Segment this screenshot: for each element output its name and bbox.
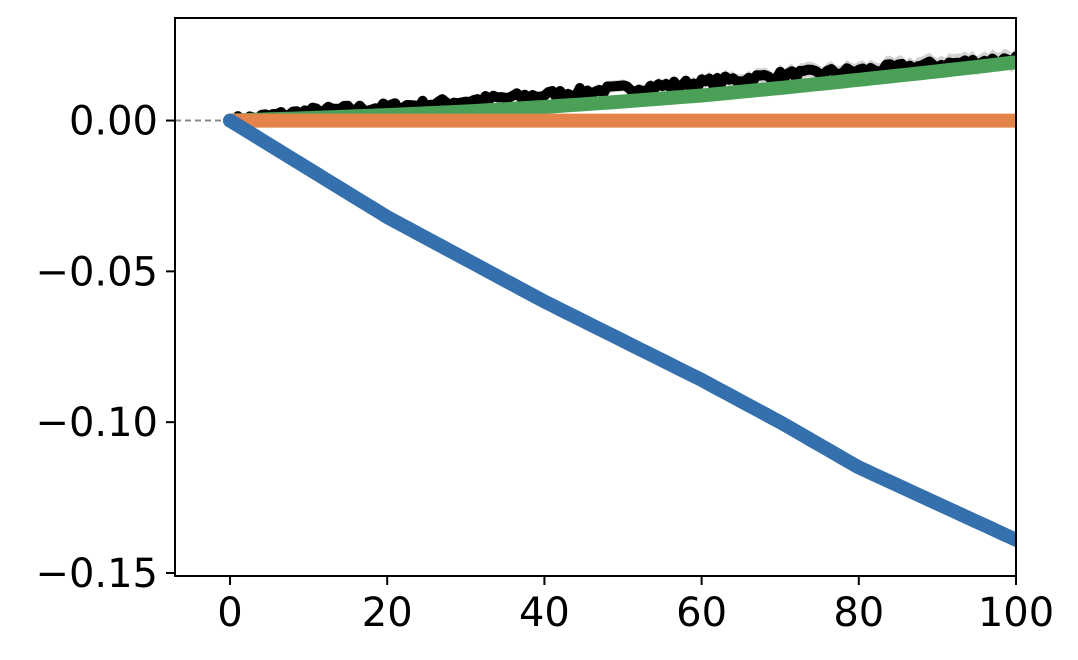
plot-frame: [174, 17, 1017, 577]
tick-marks: [166, 119, 1017, 585]
axes: [174, 17, 1017, 577]
y-tick-label: 0.00: [69, 99, 158, 145]
series-lines: [223, 51, 1016, 547]
x-tick-label: 80: [833, 590, 884, 636]
x-tick-label: 0: [217, 590, 242, 636]
x-tick-label: 40: [519, 590, 570, 636]
x-tick-label: 20: [362, 590, 413, 636]
y-tick-label: −0.05: [35, 249, 158, 295]
x-tick-label: 60: [676, 590, 727, 636]
series-1-line: [225, 51, 1016, 130]
y-tick-label: −0.15: [35, 551, 158, 597]
series-4-line: [223, 113, 1016, 547]
tick-labels: 0 20 40 60 80 100 0.00 −0.05 −0.10 −0.15: [35, 99, 1054, 636]
x-tick-label: 100: [978, 590, 1054, 636]
y-tick-label: −0.10: [35, 400, 158, 446]
